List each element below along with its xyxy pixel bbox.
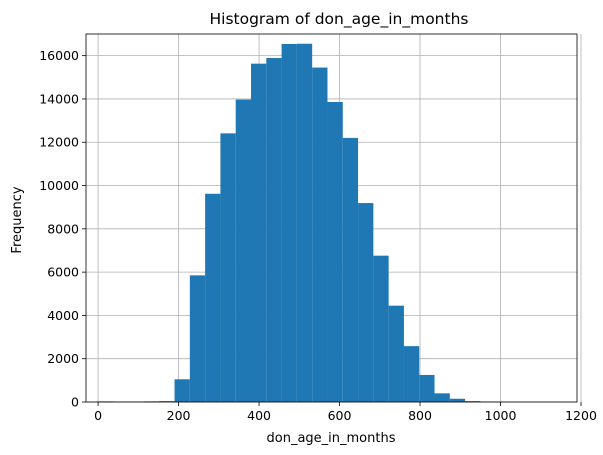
x-tick-label: 800	[408, 408, 432, 423]
y-tick-label: 8000	[47, 221, 79, 236]
histogram-bar	[403, 346, 420, 402]
histogram-bar	[342, 137, 359, 402]
histogram-bar	[266, 58, 282, 403]
x-tick-label: 1000	[485, 408, 517, 423]
y-tick-label: 12000	[39, 135, 79, 150]
histogram-bar	[205, 193, 221, 402]
chart-title: Histogram of don_age_in_months	[210, 10, 469, 29]
y-axis-ticks: 0 2000 4000 6000 8000 10000 12000 14000 16000	[39, 48, 86, 410]
y-tick-label: 10000	[39, 178, 79, 193]
histogram-bar	[296, 43, 313, 402]
histogram-bar	[312, 67, 328, 402]
y-tick-label: 4000	[47, 308, 79, 323]
bars	[98, 43, 557, 403]
y-tick-label: 16000	[39, 48, 79, 63]
x-tick-label: 1200	[565, 408, 597, 423]
x-axis-label: don_age_in_months	[267, 431, 396, 446]
histogram-bar	[419, 374, 435, 402]
histogram-bar	[327, 101, 343, 402]
histogram-bar	[449, 398, 466, 402]
x-tick-label: 600	[328, 408, 352, 423]
histogram-bar	[465, 401, 481, 402]
y-tick-label: 6000	[47, 265, 79, 280]
histogram-bar	[159, 401, 175, 402]
histogram-bar	[373, 255, 389, 402]
histogram-bar	[434, 393, 450, 402]
histogram-bar	[281, 43, 297, 403]
x-tick-label: 200	[167, 408, 191, 423]
y-tick-label: 0	[71, 395, 79, 410]
histogram-bar	[235, 99, 252, 403]
axes-frame	[85, 33, 578, 403]
x-tick-label: 0	[94, 408, 102, 423]
histogram-bar	[174, 379, 190, 402]
histogram-bar	[251, 63, 267, 403]
x-axis-ticks: 0 200 400 600 800 1000 1200	[94, 402, 597, 423]
histogram-bar	[388, 305, 404, 402]
y-tick-label: 14000	[39, 91, 79, 106]
y-tick-label: 2000	[47, 351, 79, 366]
x-tick-label: 400	[247, 408, 271, 423]
histogram-bar	[189, 275, 206, 402]
histogram-bar	[358, 203, 374, 402]
histogram-bar	[220, 133, 236, 403]
y-axis-label: Frequency	[10, 186, 25, 253]
